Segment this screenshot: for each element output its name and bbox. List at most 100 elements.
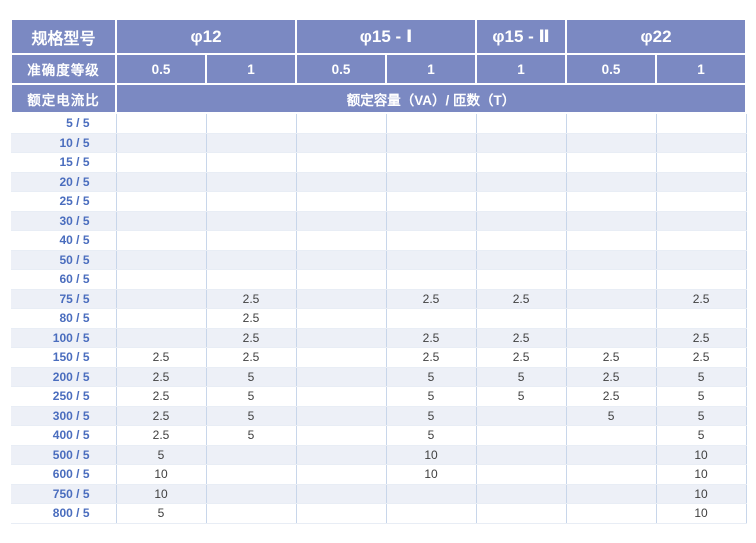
capacity-value-cell [476,230,567,251]
table-row: 15 / 5 [11,152,747,173]
current-ratio-cell: 50 / 5 [11,250,117,270]
current-ratio-cell: 25 / 5 [11,191,117,212]
capacity-value-cell: 2.5 [206,289,297,309]
table-row: 250 / 5 2.5 5 5 5 2.5 5 [11,386,747,407]
capacity-value-cell: 5 [656,406,747,426]
capacity-value-cell [566,289,657,309]
capacity-value-cell [296,484,387,504]
capacity-value-cell: 2.5 [566,347,657,368]
capacity-value-cell: 5 [206,406,297,426]
capacity-value-cell: 2.5 [116,386,207,407]
capacity-value-cell: 10 [386,445,477,465]
capacity-value-cell [116,308,207,329]
capacity-value-cell [296,308,387,329]
capacity-value-cell [116,250,207,270]
accuracy-class-cell: 1 [204,53,298,85]
capacity-value-cell [566,191,657,212]
current-ratio-cell: 500 / 5 [11,445,117,465]
capacity-value-cell: 5 [386,386,477,407]
capacity-value-cell [206,191,297,212]
capacity-value-cell: 10 [656,445,747,465]
table-row: 30 / 5 [11,211,747,231]
capacity-value-cell [656,191,747,212]
table-row: 600 / 5 10 10 10 [11,464,747,485]
capacity-value-cell [296,211,387,231]
capacity-value-cell: 5 [476,386,567,407]
capacity-value-cell [296,191,387,212]
capacity-value-cell [386,503,477,524]
capacity-value-cell [566,445,657,465]
capacity-value-cell [296,367,387,387]
capacity-value-cell [476,152,567,173]
capacity-value-cell: 2.5 [206,347,297,368]
capacity-value-cell [386,113,477,134]
capacity-value-cell [116,230,207,251]
capacity-value-cell [206,445,297,465]
spec-model-label: 规格型号 [10,18,117,55]
capacity-value-cell [296,425,387,446]
capacity-value-cell [656,211,747,231]
capacity-value-cell [386,172,477,192]
capacity-value-cell [386,250,477,270]
capacity-value-cell [476,250,567,270]
capacity-value-cell [386,152,477,173]
table-row: 400 / 5 2.5 5 5 5 [11,425,747,446]
capacity-value-cell: 2.5 [206,328,297,348]
capacity-value-cell: 5 [206,367,297,387]
capacity-value-cell [566,211,657,231]
capacity-value-cell: 2.5 [566,367,657,387]
current-ratio-cell: 20 / 5 [11,172,117,192]
capacity-value-cell: 2.5 [656,328,747,348]
current-ratio-cell: 30 / 5 [11,211,117,231]
capacity-value-cell [206,230,297,251]
capacity-value-cell: 2.5 [206,308,297,329]
capacity-value-cell [206,211,297,231]
capacity-value-cell [386,308,477,329]
capacity-value-cell [296,406,387,426]
current-ratio-cell: 400 / 5 [11,425,117,446]
capacity-value-cell [566,113,657,134]
capacity-value-cell: 5 [656,386,747,407]
current-ratio-cell: 800 / 5 [11,503,117,524]
current-ratio-cell: 750 / 5 [11,484,117,504]
current-ratio-cell: 80 / 5 [11,308,117,329]
capacity-value-cell [116,289,207,309]
capacity-value-cell: 2.5 [386,289,477,309]
capacity-value-cell [116,113,207,134]
capacity-value-cell [296,464,387,485]
capacity-value-cell: 10 [656,484,747,504]
capacity-value-cell [476,133,567,153]
capacity-value-cell [296,269,387,290]
model-header-cell: φ22 [565,18,748,55]
capacity-value-cell [656,269,747,290]
capacity-value-cell [386,211,477,231]
table-row: 20 / 5 [11,172,747,192]
capacity-value-cell: 2.5 [386,328,477,348]
capacity-value-cell [296,133,387,153]
capacity-value-cell: 5 [386,406,477,426]
table-row: 40 / 5 [11,230,747,251]
capacity-value-cell [566,269,657,290]
table-row: 75 / 5 2.5 2.5 2.5 2.5 [11,289,747,309]
table-row: 100 / 5 2.5 2.5 2.5 2.5 [11,328,747,348]
accuracy-class-cell: 1 [655,53,748,85]
capacity-value-cell [566,230,657,251]
capacity-value-cell: 2.5 [476,289,567,309]
capacity-value-cell [386,133,477,153]
capacity-value-cell: 5 [116,445,207,465]
current-ratio-cell: 40 / 5 [11,230,117,251]
accuracy-class-cell: 0.5 [565,53,658,85]
capacity-value-cell: 5 [656,367,747,387]
capacity-value-cell [476,308,567,329]
capacity-value-cell [206,133,297,153]
capacity-value-cell [566,464,657,485]
current-ratio-cell: 600 / 5 [11,464,117,485]
table-row: 50 / 5 [11,250,747,270]
capacity-value-cell: 5 [566,406,657,426]
capacity-value-cell [476,113,567,134]
capacity-value-cell: 2.5 [566,386,657,407]
capacity-value-cell [116,328,207,348]
capacity-value-cell [566,172,657,192]
